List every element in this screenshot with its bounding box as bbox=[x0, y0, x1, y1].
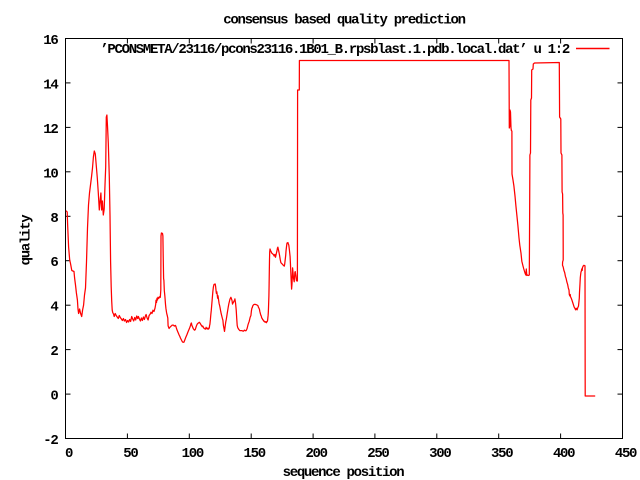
svg-text:4: 4 bbox=[50, 300, 58, 316]
svg-text:-2: -2 bbox=[43, 433, 58, 449]
svg-text:50: 50 bbox=[123, 446, 138, 462]
svg-text:350: 350 bbox=[491, 446, 513, 462]
svg-text:8: 8 bbox=[50, 211, 58, 227]
svg-text:consensus based quality predic: consensus based quality prediction bbox=[223, 13, 465, 29]
svg-text:14: 14 bbox=[43, 77, 58, 93]
svg-text:2: 2 bbox=[50, 344, 58, 360]
svg-text:0: 0 bbox=[65, 446, 73, 462]
svg-text:250: 250 bbox=[367, 446, 389, 462]
svg-text:sequence position: sequence position bbox=[283, 465, 405, 480]
svg-text:16: 16 bbox=[43, 33, 58, 49]
svg-text:quality: quality bbox=[19, 214, 35, 266]
svg-text:0: 0 bbox=[50, 389, 58, 405]
svg-text:’PCONSMETA/23116/pcons23116.1B: ’PCONSMETA/23116/pcons23116.1B01_B.rpsbl… bbox=[100, 42, 570, 58]
svg-text:12: 12 bbox=[43, 122, 58, 138]
svg-text:300: 300 bbox=[429, 446, 451, 462]
svg-text:6: 6 bbox=[50, 255, 58, 271]
svg-text:200: 200 bbox=[305, 446, 327, 462]
svg-text:10: 10 bbox=[43, 166, 58, 182]
svg-text:100: 100 bbox=[182, 446, 204, 462]
svg-text:150: 150 bbox=[244, 446, 266, 462]
svg-text:450: 450 bbox=[615, 446, 637, 462]
svg-text:400: 400 bbox=[553, 446, 575, 462]
